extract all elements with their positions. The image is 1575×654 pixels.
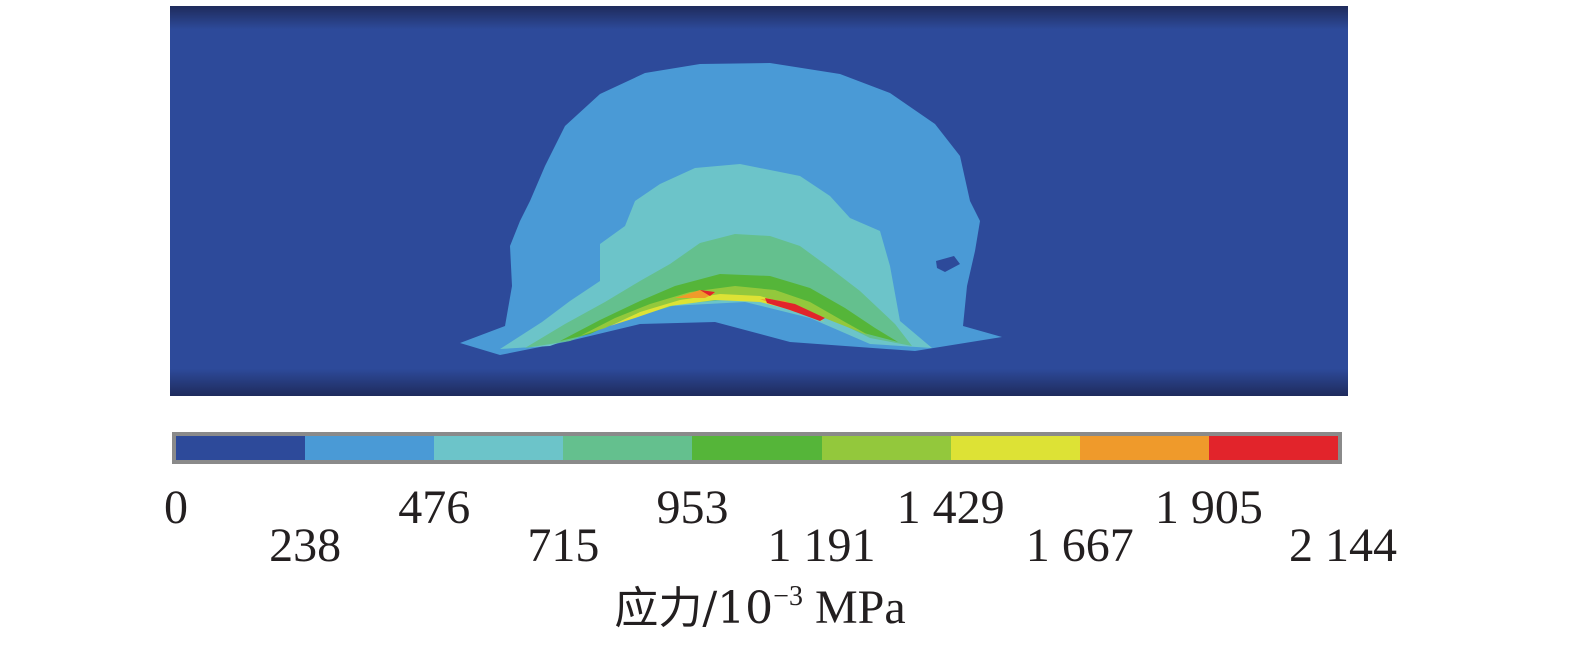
- colorbar-tick-label: 1 429: [896, 481, 1005, 534]
- colorbar-label-exponent: −3: [773, 581, 803, 612]
- colorbar-tick-label: 953: [656, 481, 729, 534]
- colorbar-segment: [1208, 436, 1338, 460]
- colorbar-tick-label: 238: [269, 519, 342, 572]
- colorbar-segment: [434, 436, 564, 460]
- colorbar-tick-label: 1 191: [767, 519, 876, 572]
- colorbar-tick-label: 715: [527, 519, 600, 572]
- colorbar: [172, 432, 1342, 464]
- colorbar-tick-label: 1 905: [1154, 481, 1263, 534]
- stress-contour-band: [675, 290, 810, 313]
- stress-contour-plot: [170, 6, 1348, 396]
- colorbar-tick-label: 0: [164, 481, 188, 534]
- colorbar-label: 应力/10−3 MPa: [614, 581, 906, 634]
- colorbar-segment: [305, 436, 435, 460]
- stress-contour-band: [936, 256, 960, 272]
- colorbar-segment: [176, 436, 306, 460]
- colorbar-segment: [950, 436, 1080, 460]
- colorbar-label-unit: MPa: [802, 581, 906, 634]
- colorbar-tick-label: 1 667: [1025, 519, 1134, 572]
- colorbar-segment: [821, 436, 951, 460]
- colorbar-label-prefix: 应力/10: [614, 583, 774, 634]
- stress-contour-band: [580, 286, 870, 336]
- stress-contour-band: [700, 290, 825, 321]
- stress-contour-band: [560, 274, 898, 342]
- colorbar-tick-label: 2 144: [1289, 519, 1397, 572]
- colorbar-tick-label: 476: [398, 481, 471, 534]
- colorbar-segment: [563, 436, 693, 460]
- colorbar-segment: [692, 436, 822, 460]
- colorbar-segment: [1079, 436, 1209, 460]
